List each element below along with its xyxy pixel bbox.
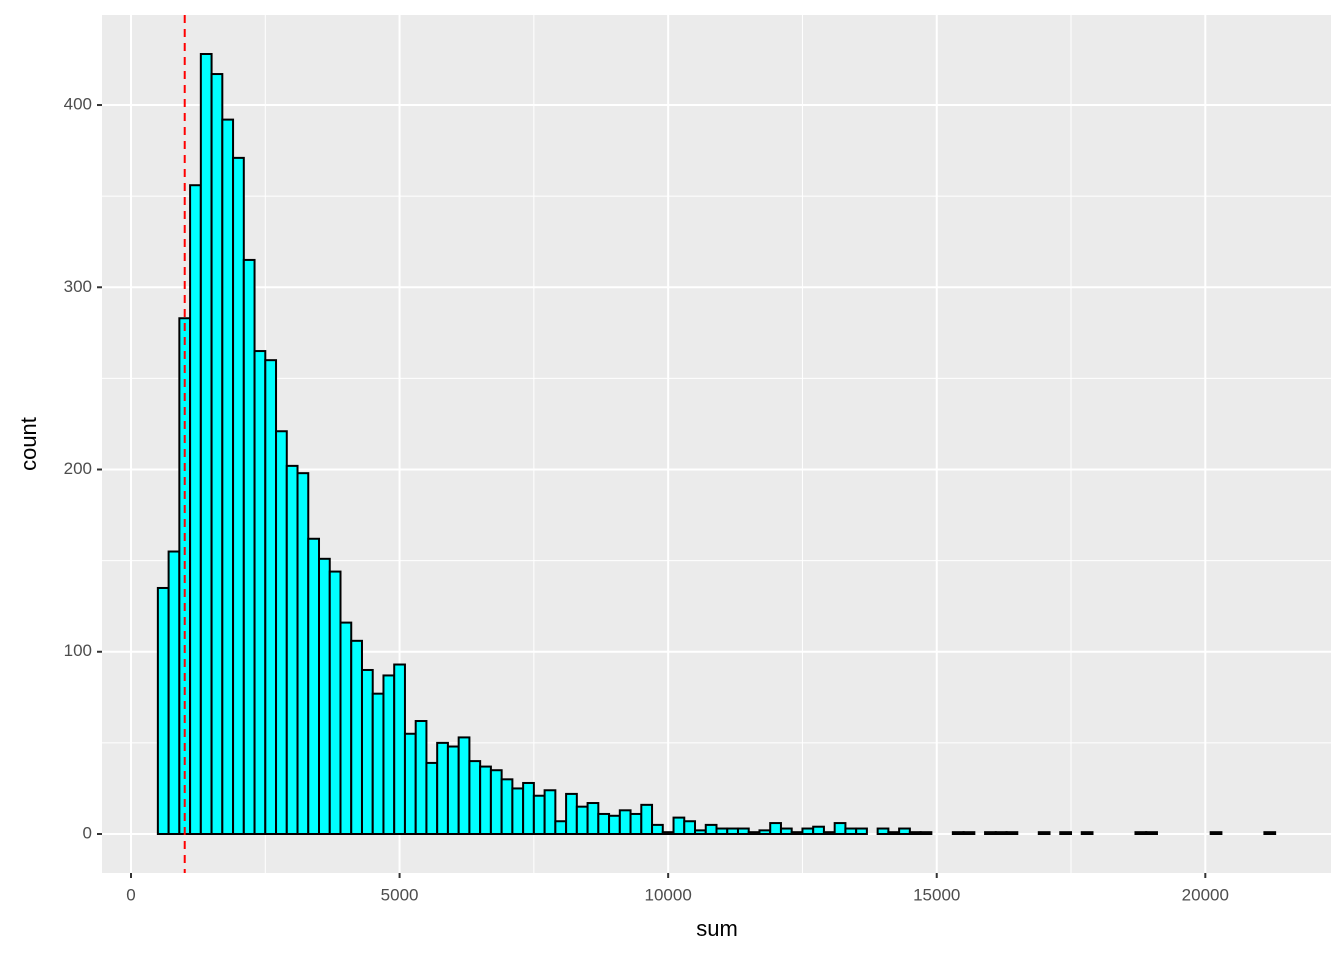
bar <box>479 765 492 835</box>
bar <box>844 827 858 836</box>
bar <box>898 827 911 836</box>
bar <box>984 831 997 835</box>
bar <box>532 794 546 835</box>
y-tick-label: 0 <box>83 823 92 842</box>
bar <box>736 827 750 836</box>
bar <box>790 831 804 835</box>
y-tick-label: 200 <box>64 459 92 478</box>
bar <box>511 787 525 836</box>
bar <box>156 586 170 836</box>
bar <box>371 692 385 836</box>
bar <box>221 118 235 835</box>
bar <box>554 820 568 835</box>
bar <box>393 663 406 836</box>
bar <box>758 829 772 836</box>
bar <box>994 831 1008 835</box>
bar <box>339 621 353 836</box>
bar <box>253 350 267 835</box>
bar <box>328 570 342 835</box>
bar <box>210 73 224 835</box>
bar <box>565 792 578 836</box>
bar <box>425 761 439 835</box>
bar <box>1037 831 1051 835</box>
bar <box>575 805 589 836</box>
y-tick-label: 300 <box>64 277 92 296</box>
bar <box>833 822 847 836</box>
bar <box>962 831 976 835</box>
bar <box>350 639 363 836</box>
bar <box>597 812 611 835</box>
bar <box>608 814 621 835</box>
bar <box>661 831 675 835</box>
y-axis-title: count <box>16 417 41 471</box>
bar <box>307 537 321 835</box>
bar <box>264 359 278 835</box>
bar <box>1005 831 1019 835</box>
bar <box>489 769 503 836</box>
bar <box>694 829 707 836</box>
bar <box>683 820 697 835</box>
bar <box>382 674 396 836</box>
bar <box>275 430 288 835</box>
bar <box>296 472 310 835</box>
bar <box>640 803 654 836</box>
bar <box>726 827 739 836</box>
bar <box>468 760 482 835</box>
bar <box>618 809 632 835</box>
bar <box>715 827 729 836</box>
x-tick-label: 20000 <box>1182 885 1229 904</box>
bar <box>629 812 643 835</box>
bar <box>414 720 428 835</box>
bar <box>1059 831 1073 835</box>
x-tick-label: 0 <box>126 885 135 904</box>
bar <box>199 53 213 835</box>
x-tick-label: 10000 <box>645 885 692 904</box>
bar <box>951 831 965 835</box>
bar <box>232 156 245 836</box>
bar <box>855 827 868 836</box>
x-axis-title: sum <box>696 916 738 941</box>
bar <box>769 822 782 836</box>
bar <box>672 816 686 836</box>
bar <box>876 827 890 836</box>
bar <box>167 550 181 835</box>
bar <box>801 827 815 836</box>
bar <box>522 781 535 836</box>
bar <box>919 831 933 835</box>
x-tick-label: 15000 <box>913 885 960 904</box>
bar <box>189 184 202 835</box>
bar <box>779 827 793 836</box>
bar <box>446 745 460 836</box>
bar <box>1145 831 1158 835</box>
bar <box>1263 831 1277 835</box>
bar <box>360 668 374 836</box>
bar <box>586 802 600 835</box>
y-tick-label: 100 <box>64 641 92 660</box>
bar <box>543 789 557 835</box>
bar <box>704 823 718 836</box>
bar <box>822 831 836 835</box>
x-tick-label: 5000 <box>381 885 419 904</box>
bar <box>1134 831 1148 835</box>
bar <box>403 732 417 835</box>
bar <box>1080 831 1094 835</box>
bar <box>500 778 514 835</box>
bar <box>285 464 299 835</box>
bar <box>908 831 922 835</box>
bar <box>242 258 256 835</box>
bar <box>436 741 449 835</box>
y-tick-label: 400 <box>64 95 92 114</box>
bar <box>318 557 331 836</box>
bar <box>887 831 901 835</box>
bar <box>812 825 825 835</box>
bar <box>651 823 664 836</box>
bar <box>747 831 761 835</box>
bar <box>1209 831 1223 835</box>
bar <box>457 736 471 835</box>
